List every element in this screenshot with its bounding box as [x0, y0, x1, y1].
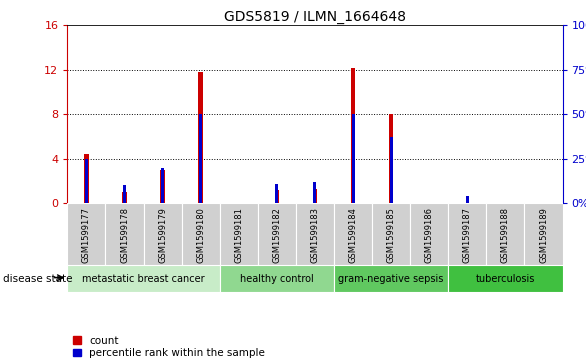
- Bar: [220, 265, 334, 292]
- Text: GSM1599180: GSM1599180: [196, 207, 205, 263]
- Text: GSM1599184: GSM1599184: [349, 207, 357, 263]
- Text: GSM1599185: GSM1599185: [387, 207, 396, 263]
- Bar: [67, 203, 105, 265]
- Bar: [389, 114, 393, 203]
- Bar: [466, 196, 469, 203]
- Bar: [85, 159, 88, 203]
- Bar: [67, 265, 220, 292]
- Text: GSM1599187: GSM1599187: [463, 207, 472, 263]
- Bar: [486, 203, 524, 265]
- Bar: [410, 203, 448, 265]
- Legend: count, percentile rank within the sample: count, percentile rank within the sample: [73, 336, 265, 358]
- Bar: [199, 72, 203, 203]
- Bar: [220, 203, 258, 265]
- Bar: [351, 68, 355, 203]
- Bar: [123, 185, 126, 203]
- Bar: [258, 203, 296, 265]
- Bar: [161, 168, 164, 203]
- Bar: [334, 203, 372, 265]
- Bar: [314, 182, 316, 203]
- Bar: [352, 114, 355, 203]
- Bar: [122, 192, 127, 203]
- Bar: [334, 265, 448, 292]
- Text: GSM1599182: GSM1599182: [272, 207, 281, 263]
- Text: healthy control: healthy control: [240, 274, 314, 284]
- Text: disease state: disease state: [3, 274, 73, 284]
- Title: GDS5819 / ILMN_1664648: GDS5819 / ILMN_1664648: [224, 11, 406, 24]
- Text: GSM1599178: GSM1599178: [120, 207, 129, 263]
- Bar: [275, 190, 279, 203]
- Bar: [182, 203, 220, 265]
- Bar: [390, 138, 393, 203]
- Text: GSM1599181: GSM1599181: [234, 207, 243, 263]
- Text: GSM1599186: GSM1599186: [425, 207, 434, 263]
- Bar: [296, 203, 334, 265]
- Bar: [448, 265, 563, 292]
- Bar: [275, 184, 278, 203]
- Text: gram-negative sepsis: gram-negative sepsis: [339, 274, 444, 284]
- Text: GSM1599177: GSM1599177: [82, 207, 91, 263]
- Text: metastatic breast cancer: metastatic breast cancer: [82, 274, 205, 284]
- Bar: [84, 154, 88, 203]
- Text: GSM1599179: GSM1599179: [158, 207, 167, 263]
- Bar: [199, 114, 202, 203]
- Text: GSM1599183: GSM1599183: [311, 207, 319, 263]
- Bar: [105, 203, 144, 265]
- Text: tuberculosis: tuberculosis: [476, 274, 535, 284]
- Text: GSM1599188: GSM1599188: [501, 207, 510, 263]
- Bar: [448, 203, 486, 265]
- Bar: [161, 170, 165, 203]
- Bar: [524, 203, 563, 265]
- Bar: [372, 203, 410, 265]
- Text: GSM1599189: GSM1599189: [539, 207, 548, 263]
- Bar: [313, 189, 317, 203]
- Bar: [144, 203, 182, 265]
